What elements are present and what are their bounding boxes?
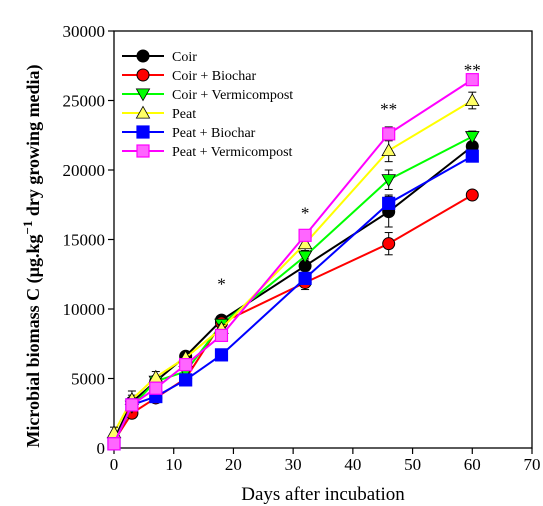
data-point (179, 373, 193, 387)
legend-marker (136, 125, 150, 139)
series-line (113, 99, 473, 434)
legend: Coir Coir + Biochar Coir + Vermicompost Pea… (122, 49, 293, 160)
significance-label: ** (380, 99, 397, 118)
axes: 0 10 20 30 40 50 60 70 0 5000 10000 15000 20000 25000… (63, 22, 541, 474)
data-point (382, 196, 396, 210)
data-point (465, 93, 480, 106)
data-point (465, 73, 479, 87)
x-tick-label: 70 (524, 455, 541, 474)
data-point (149, 381, 163, 395)
legend-marker (135, 105, 151, 119)
legend-label: Peat (172, 107, 196, 122)
series-line (113, 194, 473, 442)
y-axis-label-main: Microbial biomass C (µg.kg (23, 235, 44, 448)
legend-label: Coir + Biochar (172, 69, 256, 84)
data-point (381, 143, 396, 157)
y-tick-label: 0 (97, 439, 106, 458)
significance-label: * (301, 204, 310, 223)
series-2 (107, 188, 479, 448)
series-6 (107, 73, 479, 451)
x-tick-label: 20 (225, 455, 242, 474)
y-tick-label: 15000 (63, 231, 106, 250)
data-point (125, 398, 139, 412)
significance-label: * (217, 275, 226, 294)
data-point (382, 237, 396, 251)
data-point (465, 131, 480, 145)
y-tick-label: 10000 (63, 300, 106, 319)
legend-marker (136, 49, 150, 63)
legend-label: Coir (172, 50, 197, 65)
annotations: ****** (217, 60, 481, 293)
y-axis-label-sup: −1 (20, 221, 35, 235)
legend-item: Coir (122, 49, 197, 65)
data-point (214, 348, 229, 362)
significance-label: ** (464, 60, 481, 79)
x-tick-label: 0 (110, 455, 119, 474)
legend-item: Coir + Biochar (122, 68, 256, 84)
legend-marker (136, 144, 150, 158)
legend-item: Coir + Vermicompost (122, 88, 293, 103)
legend-marker (135, 88, 151, 102)
x-axis-label: Days after incubation (241, 484, 405, 505)
y-tick-label: 25000 (63, 92, 106, 111)
legend-marker (136, 68, 150, 82)
y-tick-label: 30000 (63, 22, 106, 41)
data-point (382, 127, 396, 141)
legend-item: Peat + Vermicompost (122, 144, 293, 160)
series-line (113, 155, 473, 445)
data-point (298, 228, 312, 242)
x-tick-label: 40 (344, 455, 361, 474)
data-point (465, 188, 479, 202)
legend-label: Peat + Vermicompost (172, 145, 293, 160)
legend-label: Peat + Biochar (172, 126, 256, 141)
series-layer (106, 73, 480, 451)
y-tick-label: 20000 (63, 161, 106, 180)
x-tick-label: 50 (404, 455, 421, 474)
data-point (465, 149, 479, 163)
x-tick-label: 60 (464, 455, 481, 474)
legend-item: Peat (122, 105, 196, 122)
y-axis-label-rest: dry growing media) (23, 64, 44, 220)
data-point (179, 358, 193, 372)
x-tick-label: 30 (285, 455, 302, 474)
y-axis-label: Microbial biomass C (µg.kg−1 dry growing… (20, 64, 44, 447)
data-point (381, 174, 396, 188)
series-line (113, 145, 473, 441)
y-tick-label: 5000 (71, 370, 105, 389)
data-point (107, 437, 121, 451)
legend-item: Peat + Biochar (122, 125, 256, 141)
data-point (214, 328, 229, 343)
data-point (297, 236, 313, 250)
legend-label: Coir + Vermicompost (172, 88, 293, 103)
x-tick-label: 10 (165, 455, 182, 474)
data-point (298, 271, 312, 286)
series-5 (107, 149, 479, 451)
